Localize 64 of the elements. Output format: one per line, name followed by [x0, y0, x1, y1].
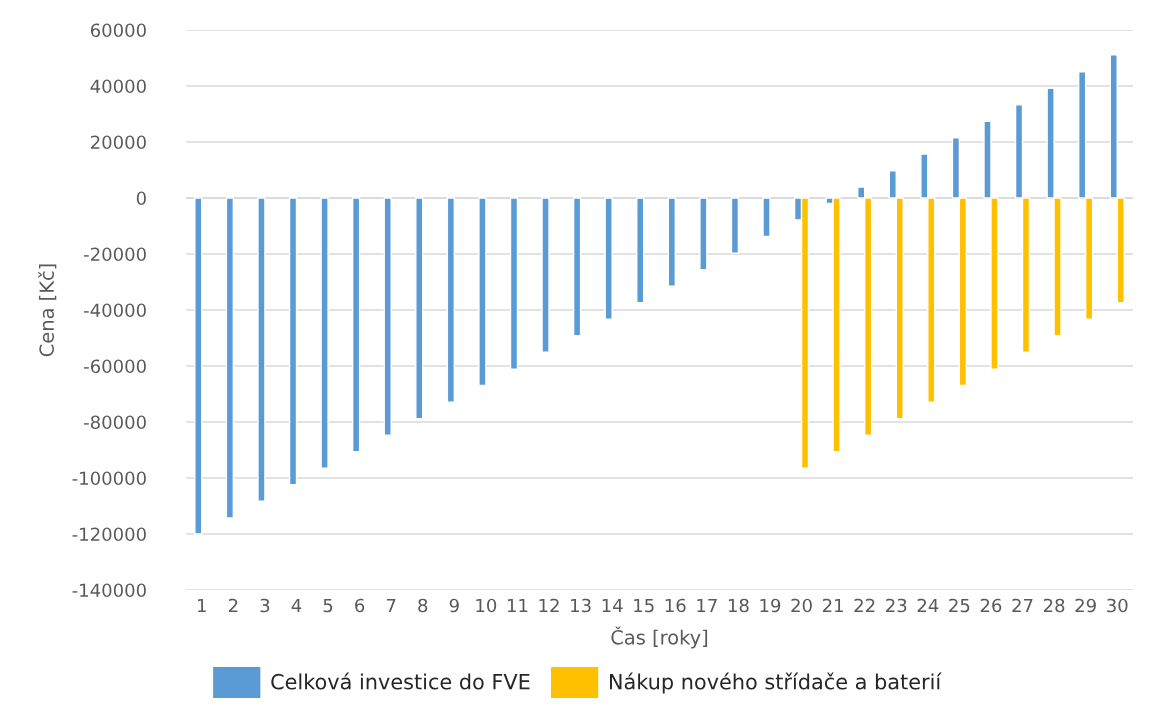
y-tick-label: -80000 — [84, 415, 146, 430]
x-tick-label: 22 — [854, 598, 875, 613]
y-tick-label: -120000 — [72, 527, 146, 542]
y-tick-label: 40000 — [90, 79, 146, 94]
legend-label: Celková investice do FVE — [271, 672, 530, 690]
bar — [730, 197, 740, 254]
x-tick-label: 29 — [1075, 598, 1096, 613]
x-tick-label: 13 — [571, 598, 591, 613]
bar — [762, 197, 771, 238]
y-tick-label: 60000 — [90, 23, 146, 38]
bar — [351, 197, 361, 453]
x-tick-label: 7 — [386, 598, 396, 613]
x-tick-label: 30 — [1107, 598, 1128, 613]
x-tick-label: 16 — [665, 598, 686, 613]
y-tick-label: -60000 — [84, 359, 146, 374]
bar — [478, 197, 487, 387]
legend-label: Nákup nového střídače a baterií — [609, 672, 942, 694]
x-tick-label: 9 — [449, 598, 459, 613]
bar — [225, 197, 235, 519]
x-tick-label: 27 — [1012, 598, 1033, 613]
bar — [541, 197, 550, 353]
x-tick-label: 25 — [949, 598, 970, 613]
x-tick-label: 20 — [791, 598, 812, 613]
bar — [194, 197, 203, 535]
bar — [636, 197, 645, 304]
bar — [667, 197, 676, 287]
x-tick-label: 8 — [418, 598, 428, 613]
x-tick-label: 24 — [917, 598, 939, 613]
x-tick-label: 6 — [355, 598, 365, 613]
y-tick-label: -100000 — [72, 471, 146, 486]
x-tick-label: 26 — [980, 598, 1002, 613]
bar — [446, 197, 456, 403]
y-axis-title: Cena [Kč] — [38, 264, 57, 357]
y-tick-label: -140000 — [72, 583, 146, 598]
x-tick-label: 2 — [228, 598, 238, 613]
x-axis-title: Čas [roky] — [611, 626, 708, 649]
y-tick-label: 0 — [136, 191, 146, 206]
x-tick-label: 10 — [476, 598, 497, 613]
x-tick-label: 1 — [198, 598, 206, 613]
x-tick-label: 5 — [323, 598, 333, 613]
x-tick-label: 11 — [507, 598, 528, 613]
x-tick-label: 21 — [822, 598, 843, 613]
bar — [288, 197, 298, 486]
bar — [257, 197, 266, 502]
x-tick-label: 23 — [886, 598, 907, 613]
x-tick-label: 4 — [291, 598, 302, 613]
bar — [572, 197, 582, 337]
bar — [699, 197, 708, 271]
y-tick-label: -40000 — [84, 303, 146, 318]
bar — [415, 197, 424, 420]
bar — [383, 197, 392, 436]
bar — [320, 197, 329, 469]
x-tick-label: 15 — [634, 598, 654, 613]
x-tick-label: 18 — [728, 598, 749, 613]
bar — [509, 197, 519, 370]
x-tick-label: 19 — [760, 598, 781, 613]
bar — [604, 197, 613, 320]
x-tick-label: 3 — [260, 598, 270, 613]
y-tick-label: 20000 — [91, 135, 146, 150]
x-tick-label: 17 — [697, 598, 717, 613]
y-tick-label: -20000 — [84, 247, 146, 262]
x-tick-label: 14 — [602, 598, 623, 613]
x-tick-label: 12 — [539, 598, 559, 613]
x-tick-label: 28 — [1043, 598, 1065, 613]
